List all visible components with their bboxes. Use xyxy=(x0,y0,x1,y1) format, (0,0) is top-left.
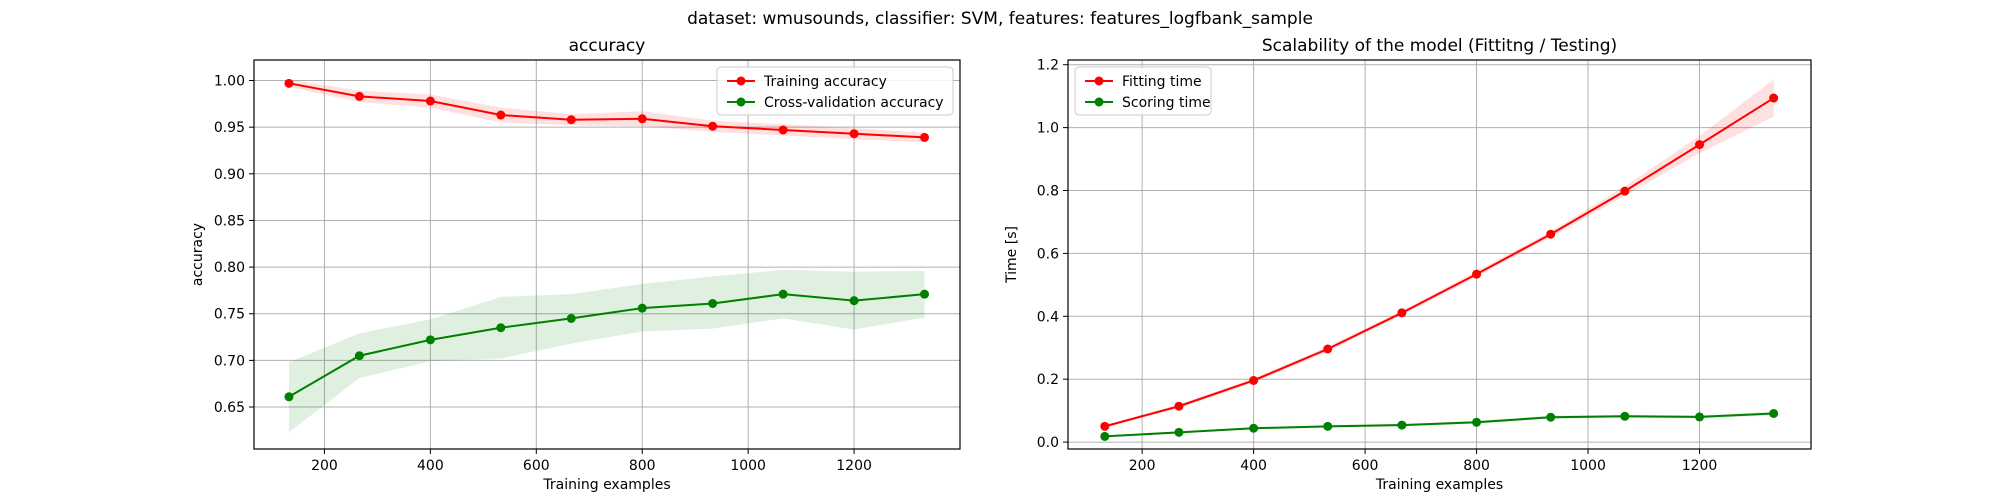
scalability-axes-frame xyxy=(1067,59,1812,450)
accuracy-series-1-point xyxy=(920,289,930,299)
accuracy-series-1-band xyxy=(288,269,925,433)
accuracy-series-0-point xyxy=(708,121,718,131)
accuracy-ytick-label: 0.95 xyxy=(214,120,245,136)
accuracy-series-0-point xyxy=(637,114,647,124)
accuracy-legend-label-0: Training accuracy xyxy=(763,74,887,90)
scalability-xtick-label: 1000 xyxy=(1570,458,1606,474)
accuracy-ytick-label: 0.80 xyxy=(214,260,245,276)
scalability-ytick-label: 0.8 xyxy=(1037,184,1059,200)
scalability-series-0-point xyxy=(1472,269,1482,279)
scalability-series-0-point xyxy=(1249,375,1259,385)
accuracy-series-0-line xyxy=(288,82,925,139)
scalability-ytick-label: 0.6 xyxy=(1037,246,1059,262)
accuracy-xtick-label: 1200 xyxy=(836,458,872,474)
scalability-series-1-point xyxy=(1100,431,1110,441)
accuracy-legend-marker-1 xyxy=(736,97,746,107)
scalability-series-1-point xyxy=(1323,421,1333,431)
accuracy-chart: 200 400 600 800 1000 1200 0.65 0.70 0.75 0.80 0.85… xyxy=(190,36,961,493)
accuracy-ytick-label: 0.85 xyxy=(214,213,245,229)
scalability-series-1-line xyxy=(1104,412,1774,438)
accuracy-x-axis-label: Training examples xyxy=(542,477,670,493)
accuracy-series-1-point xyxy=(708,298,718,308)
accuracy-series-0-point xyxy=(849,129,859,139)
accuracy-xtick-label: 200 xyxy=(311,458,338,474)
accuracy-series-1-point xyxy=(849,296,859,306)
scalability-series-0-point xyxy=(1397,308,1407,318)
accuracy-series-1-point xyxy=(778,289,788,299)
accuracy-ytick-label: 0.70 xyxy=(214,353,245,369)
scalability-series-1-point xyxy=(1695,412,1705,422)
scalability-series-1-point xyxy=(1249,423,1259,433)
accuracy-y-axis-label: accuracy xyxy=(190,223,206,286)
accuracy-series-1-point xyxy=(425,335,435,345)
accuracy-ytick-label: 1.00 xyxy=(214,74,245,90)
scalability-series-1-point xyxy=(1472,417,1482,427)
scalability-series-1-point xyxy=(1769,408,1779,418)
accuracy-ytick-label: 0.75 xyxy=(214,307,245,323)
scalability-series-1-point xyxy=(1546,412,1556,422)
scalability-ytick-label: 0.0 xyxy=(1037,435,1059,451)
scalability-series-0-point xyxy=(1100,421,1110,431)
scalability-series-0-point xyxy=(1174,401,1184,411)
accuracy-series-1-point xyxy=(284,392,294,402)
scalability-legend-marker-0 xyxy=(1094,76,1104,86)
scalability-legend-marker-1 xyxy=(1094,97,1104,107)
accuracy-series-0-point xyxy=(425,96,435,106)
accuracy-legend-marker-0 xyxy=(736,76,746,86)
accuracy-xtick-label: 400 xyxy=(417,458,444,474)
scalability-series-0-point xyxy=(1620,186,1630,196)
accuracy-series-0-point xyxy=(284,78,294,88)
scalability-series-1-point xyxy=(1174,427,1184,437)
accuracy-series-0-point xyxy=(354,91,364,101)
accuracy-series-0-point xyxy=(778,125,788,135)
scalability-series-1-point xyxy=(1397,420,1407,430)
scalability-xtick-label: 600 xyxy=(1352,458,1379,474)
scalability-ytick-label: 1.0 xyxy=(1037,121,1059,137)
scalability-ytick-label: 0.4 xyxy=(1037,309,1059,325)
accuracy-series-0-point xyxy=(496,110,506,120)
scalability-series-0-line xyxy=(1104,97,1775,428)
scalability-legend-label-0: Fitting time xyxy=(1122,74,1202,90)
accuracy-legend: Training accuracy Cross-validation accura… xyxy=(716,66,954,116)
scalability-chart: 200 400 600 800 1000 1200 0.0 0.2 0.4 0.6 0.8 1.0 1.… xyxy=(1004,36,1812,493)
accuracy-series-0-point xyxy=(920,132,930,142)
accuracy-series-1-point xyxy=(496,323,506,333)
scalability-y-axis-label: Time [s] xyxy=(1004,226,1020,284)
accuracy-xtick-label: 600 xyxy=(523,458,550,474)
scalability-xtick-label: 1200 xyxy=(1682,458,1718,474)
accuracy-chart-title: accuracy xyxy=(569,36,646,56)
accuracy-xtick-label: 800 xyxy=(629,458,656,474)
scalability-chart-title: Scalability of the model (Fittitng / Tes… xyxy=(1262,36,1617,56)
scalability-legend: Fitting time Scoring time xyxy=(1074,66,1212,116)
accuracy-series-0-point xyxy=(566,115,576,125)
scalability-series-0-point xyxy=(1695,140,1705,150)
scalability-series-0-point xyxy=(1323,344,1333,354)
scalability-legend-label-1: Scoring time xyxy=(1122,95,1211,111)
scalability-xtick-label: 400 xyxy=(1240,458,1267,474)
accuracy-series-1-line xyxy=(288,293,925,398)
accuracy-legend-box xyxy=(716,66,954,116)
scalability-ytick-label: 0.2 xyxy=(1037,372,1059,388)
scalability-xtick-label: 800 xyxy=(1463,458,1490,474)
accuracy-series-1-point xyxy=(637,303,647,313)
scalability-xtick-label: 200 xyxy=(1129,458,1156,474)
accuracy-legend-label-1: Cross-validation accuracy xyxy=(764,95,944,111)
accuracy-series-1-point xyxy=(566,313,576,323)
accuracy-xtick-label: 1000 xyxy=(730,458,766,474)
scalability-ytick-label: 1.2 xyxy=(1037,58,1059,74)
scalability-series-1-point xyxy=(1620,411,1630,421)
accuracy-series-1-point xyxy=(354,351,364,361)
scalability-series-0-point xyxy=(1546,229,1556,239)
figure-suptitle: dataset: wmusounds, classifier: SVM, fea… xyxy=(687,9,1313,29)
accuracy-series-0-band xyxy=(288,79,925,143)
scalability-series-0-point xyxy=(1769,93,1779,103)
accuracy-ytick-label: 0.65 xyxy=(214,400,245,416)
accuracy-axes-frame xyxy=(253,59,961,450)
accuracy-ytick-label: 0.90 xyxy=(214,167,245,183)
scalability-x-axis-label: Training examples xyxy=(1375,477,1503,493)
